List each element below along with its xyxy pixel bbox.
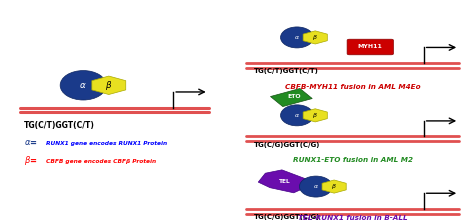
Text: $\alpha$: $\alpha$ xyxy=(294,34,300,41)
Polygon shape xyxy=(322,180,346,193)
Text: CBFB-MYH11 fusion in AML M4Eo: CBFB-MYH11 fusion in AML M4Eo xyxy=(285,84,420,90)
Ellipse shape xyxy=(281,105,313,126)
Text: $\beta$=: $\beta$= xyxy=(24,154,38,167)
Text: TG(C/T)GGT(C/T): TG(C/T)GGT(C/T) xyxy=(254,68,319,74)
Text: $\alpha$: $\alpha$ xyxy=(80,81,87,90)
Text: $\alpha$: $\alpha$ xyxy=(294,112,300,119)
Text: ETO: ETO xyxy=(287,94,301,99)
Text: TG(C/T)GGT(C/T): TG(C/T)GGT(C/T) xyxy=(24,121,95,129)
Text: $\beta$: $\beta$ xyxy=(105,79,112,92)
Polygon shape xyxy=(92,76,126,95)
Text: TG(C/G)GGT(C/G): TG(C/G)GGT(C/G) xyxy=(254,142,320,148)
Text: MYH11: MYH11 xyxy=(358,45,383,50)
Text: TEL: TEL xyxy=(278,179,290,184)
Text: RUNX1-ETO fusion in AML M2: RUNX1-ETO fusion in AML M2 xyxy=(293,157,413,163)
Text: TEL-RUNX1 fusion in B-ALL: TEL-RUNX1 fusion in B-ALL xyxy=(298,215,408,221)
Text: $\alpha$: $\alpha$ xyxy=(313,183,319,190)
Text: $\beta$: $\beta$ xyxy=(331,182,337,191)
Text: TG(C/G)GGT(C/G): TG(C/G)GGT(C/G) xyxy=(254,214,320,220)
Text: CBFB gene encodes CBFβ Protein: CBFB gene encodes CBFβ Protein xyxy=(46,159,156,164)
FancyBboxPatch shape xyxy=(347,39,393,55)
Ellipse shape xyxy=(300,176,332,197)
Polygon shape xyxy=(303,109,328,122)
Polygon shape xyxy=(271,88,312,107)
Text: $\beta$: $\beta$ xyxy=(312,33,318,42)
Text: $\alpha$=: $\alpha$= xyxy=(24,138,38,147)
Polygon shape xyxy=(303,31,328,44)
Text: $\beta$: $\beta$ xyxy=(312,111,318,120)
Ellipse shape xyxy=(60,71,106,100)
Ellipse shape xyxy=(281,27,313,48)
Polygon shape xyxy=(258,170,310,193)
Text: RUNX1 gene encodes RUNX1 Protein: RUNX1 gene encodes RUNX1 Protein xyxy=(46,141,167,146)
